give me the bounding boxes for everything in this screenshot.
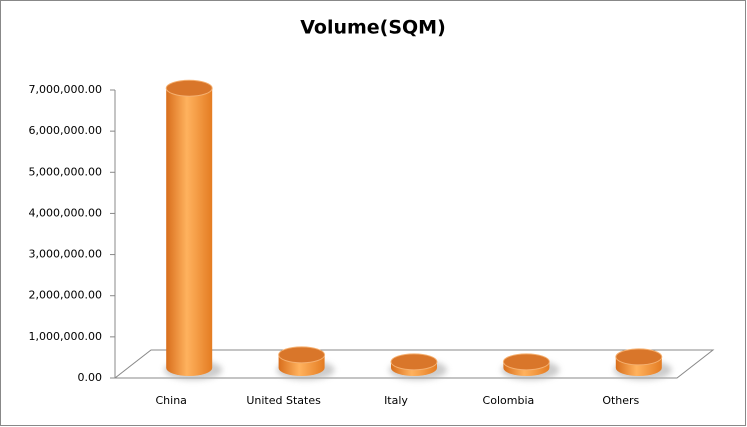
y-tick-label: 0.00 (78, 371, 103, 384)
x-tick-label: Italy (384, 394, 408, 407)
bar (613, 348, 672, 380)
bar-top (502, 353, 550, 371)
bar (389, 353, 447, 380)
y-tick-label: 1,000,000.00 (29, 330, 102, 343)
bar-top (615, 348, 663, 366)
y-tick-label: 5,000,000.00 (29, 165, 102, 178)
x-tick-label: United States (246, 394, 321, 407)
bar-top (390, 353, 438, 371)
bar (501, 353, 560, 380)
y-tick-label: 2,000,000.00 (29, 289, 102, 302)
chart-title: Volume(SQM) (300, 17, 446, 39)
y-tick-label: 4,000,000.00 (29, 206, 102, 219)
bar-top (278, 346, 326, 364)
bar-top (165, 79, 213, 97)
bar (276, 346, 335, 380)
x-tick-label: China (155, 394, 186, 407)
x-tick-label: Others (602, 394, 639, 407)
y-tick-label: 3,000,000.00 (29, 248, 102, 261)
bar-body (166, 88, 213, 376)
bar (164, 79, 223, 380)
y-tick-label: 6,000,000.00 (29, 124, 102, 137)
y-tick-label: 7,000,000.00 (29, 83, 102, 96)
x-tick-label: Colombia (483, 394, 535, 407)
